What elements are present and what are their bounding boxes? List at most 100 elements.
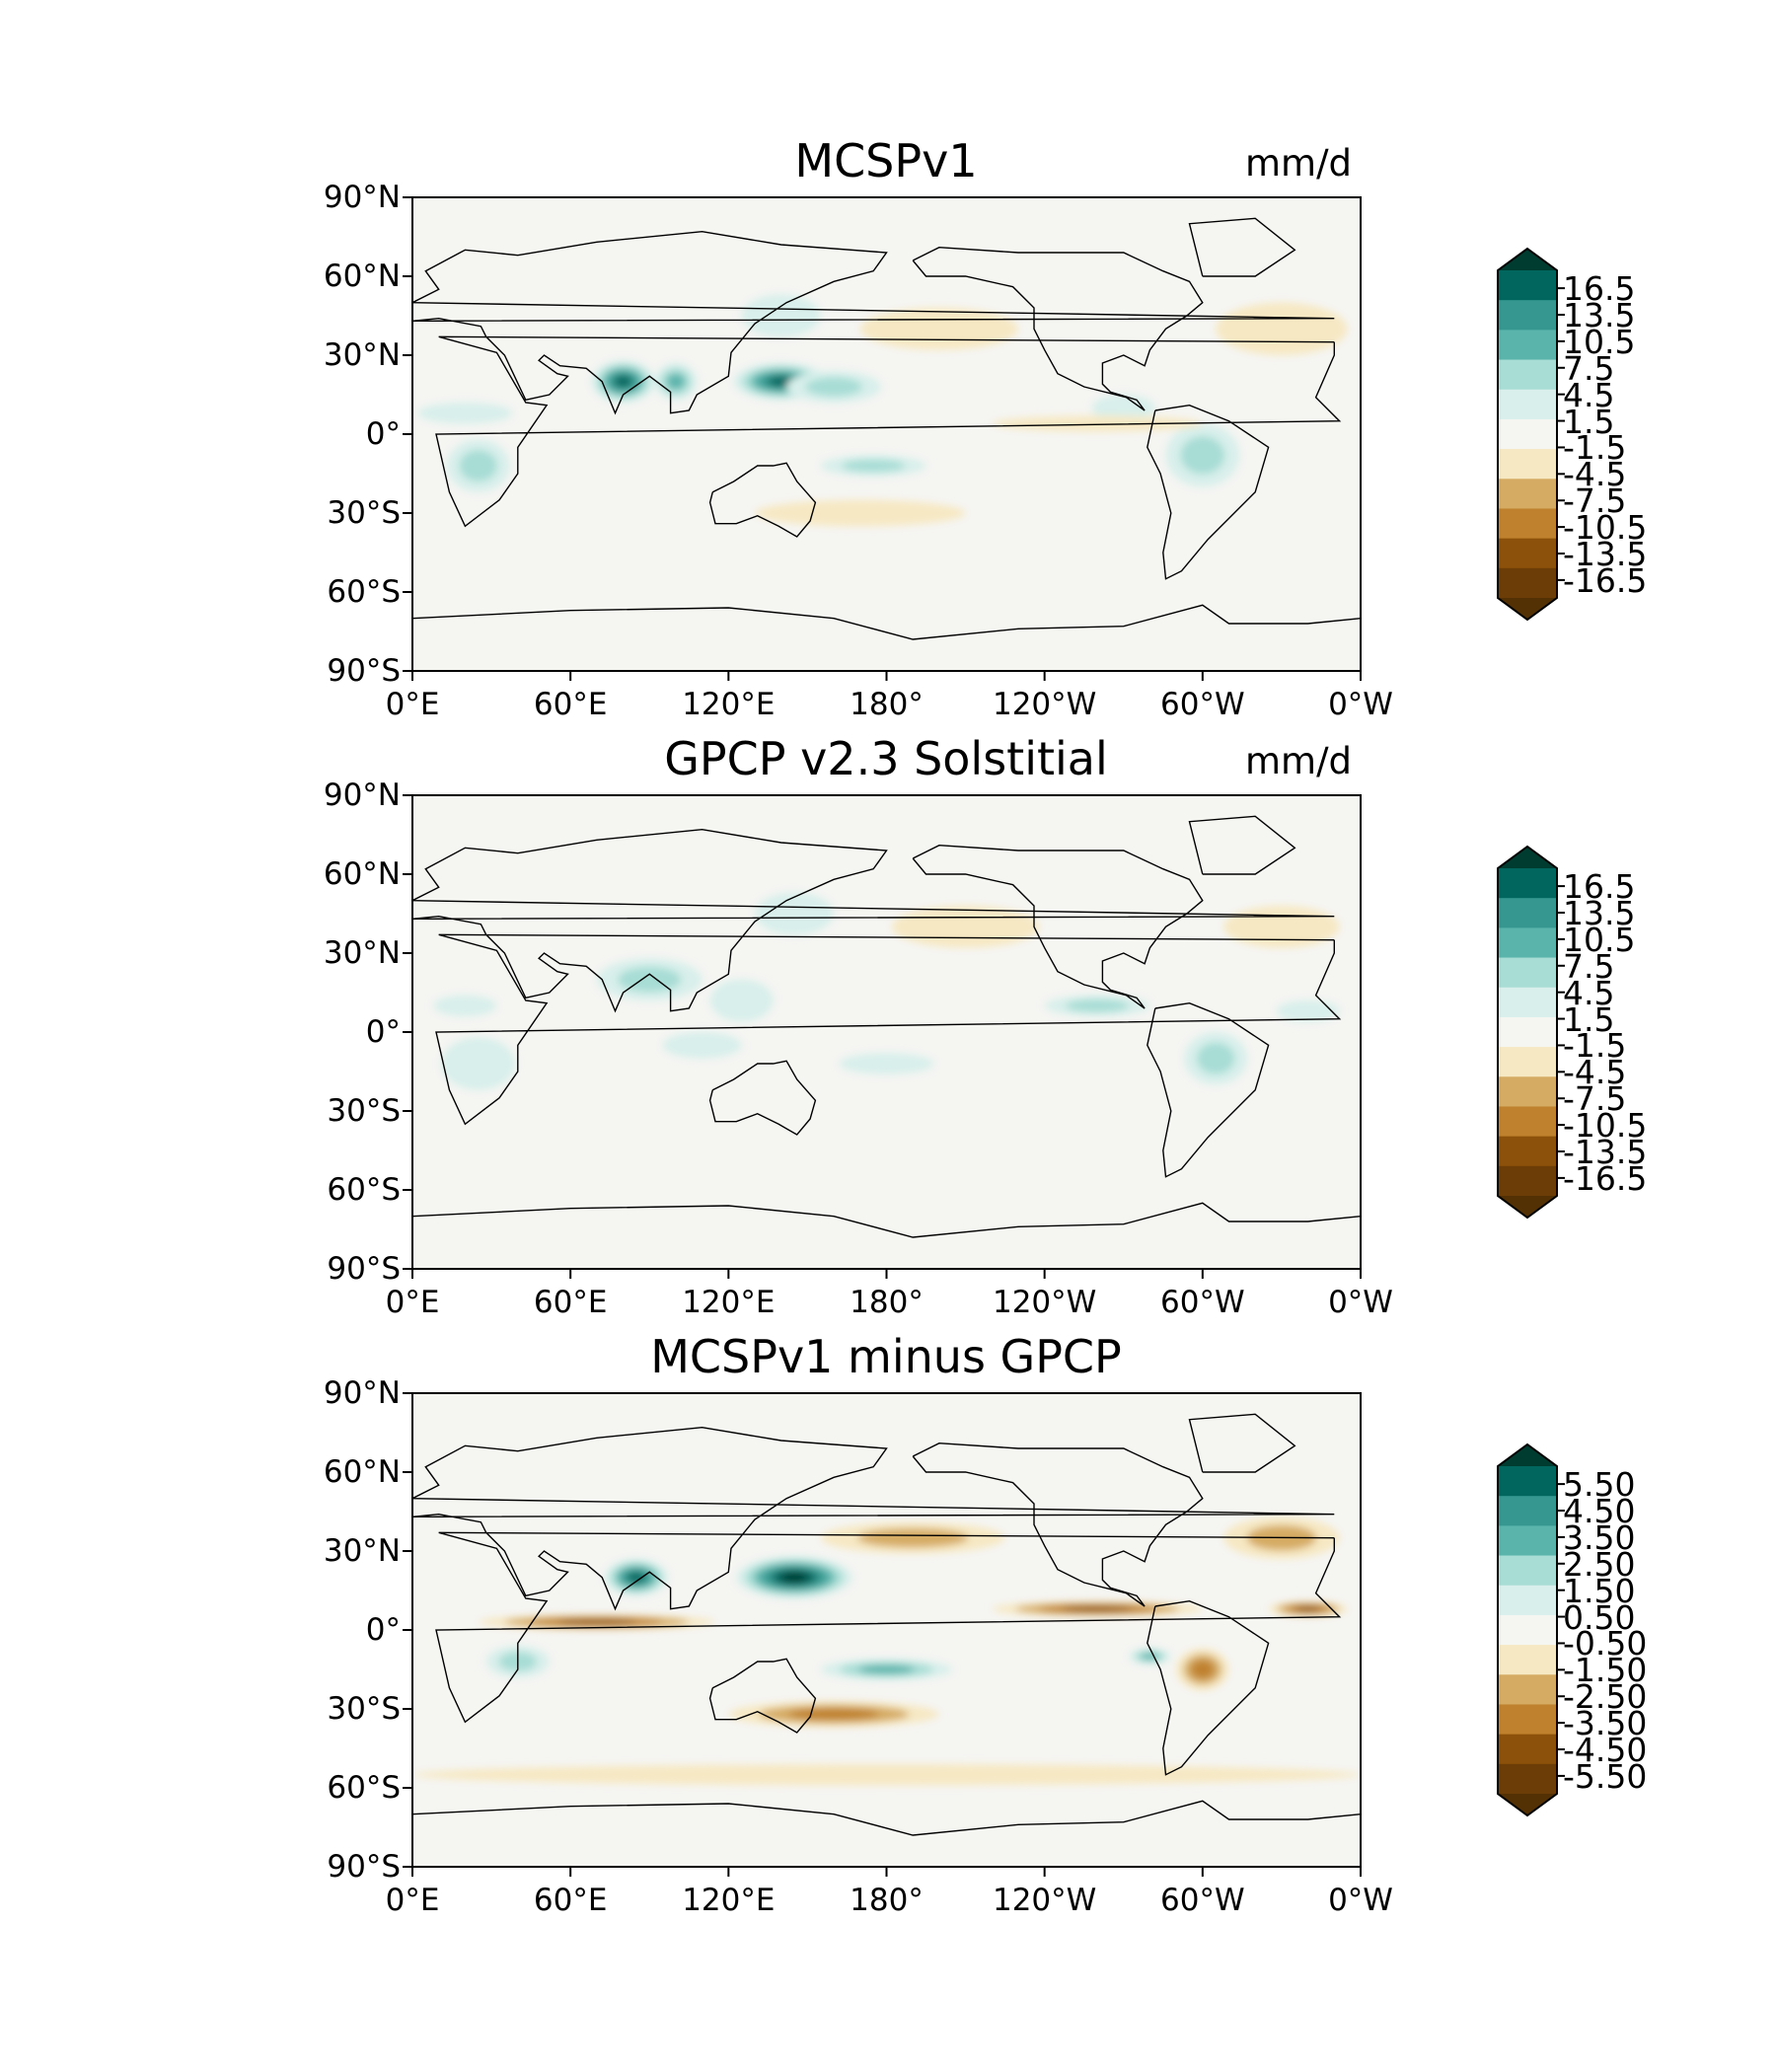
coastline [435, 1531, 1342, 1724]
precip-blob [1276, 999, 1340, 1022]
colorbar-segment [1498, 479, 1557, 509]
coastline [1147, 1599, 1270, 1776]
colorbar-label: -4.50 [1563, 1731, 1648, 1769]
precip-blob [755, 892, 835, 935]
x-tick-label: 0°E [385, 1285, 440, 1320]
x-tick-label: 60°W [1160, 1285, 1245, 1320]
coastline [1188, 815, 1296, 875]
precip-blob [1191, 1660, 1215, 1679]
colorbar-segment [1498, 898, 1557, 928]
x-tick-label: 0°W [1328, 1285, 1393, 1320]
y-tick-label: 0° [365, 416, 401, 452]
colorbar-extend-min [1498, 1794, 1557, 1815]
x-tick-label: 60°E [533, 1883, 608, 1918]
colorbar-label: -1.5 [1563, 1026, 1627, 1066]
colorbar-label: -4.5 [1563, 455, 1627, 494]
y-tick-label: 90°N [323, 180, 401, 215]
colorbar-label: 7.5 [1563, 348, 1615, 388]
map-background [412, 795, 1361, 1269]
y-tick-label: 90°S [327, 653, 401, 689]
coastline [1147, 1001, 1270, 1178]
colorbar-segment [1498, 1076, 1557, 1107]
coastline [412, 604, 1361, 640]
x-tick-label: 120°W [992, 1883, 1097, 1918]
colorbar-outline [1497, 845, 1558, 1220]
y-tick-label: 90°N [323, 777, 401, 813]
precip-blob [891, 906, 1040, 948]
y-tick-label: 60°N [323, 856, 401, 892]
y-tick-label: 60°S [327, 574, 401, 610]
x-tick-label: 180° [850, 1883, 924, 1918]
colorbar-label: -4.5 [1563, 1053, 1627, 1092]
colorbar-label: -2.50 [1563, 1677, 1648, 1717]
precip-field [417, 294, 1348, 527]
map-background [412, 1393, 1361, 1867]
colorbar-extend-max [1498, 249, 1557, 270]
colorbar-segment [1498, 1106, 1557, 1138]
y-tick-label: 90°S [327, 1251, 401, 1287]
colorbar-label: 2.50 [1563, 1544, 1636, 1584]
colorbar-segment [1498, 1614, 1557, 1646]
precip-blob [459, 450, 497, 481]
precip-blob [614, 375, 632, 388]
colorbar-label: 16.5 [1563, 867, 1636, 907]
colorbar-label: 4.5 [1563, 973, 1615, 1012]
colorbar-segment [1498, 1525, 1557, 1557]
coastline [912, 246, 1204, 411]
precip-blob [1295, 1606, 1321, 1612]
panel-units: mm/d [1245, 142, 1353, 185]
y-tick-label: 0° [365, 1612, 401, 1648]
colorbar-segment [1498, 1555, 1557, 1587]
y-tick-label: 30°S [327, 1691, 401, 1727]
y-tick-label: 60°S [327, 1172, 401, 1208]
colorbar-label: 10.5 [1563, 322, 1636, 361]
colorbar-label: 1.50 [1563, 1571, 1636, 1610]
colorbar-outline [1497, 247, 1558, 622]
colorbar-label: 13.5 [1563, 295, 1636, 334]
colorbar-segment [1498, 1016, 1557, 1048]
precip-blob [556, 1619, 636, 1625]
colorbar-label: -13.5 [1563, 1133, 1648, 1171]
colorbar-segment [1498, 1704, 1557, 1736]
coastlines [412, 1413, 1361, 1836]
precip-blob [666, 373, 686, 390]
map-panel-3 [403, 1392, 1362, 1877]
colorbar-segment [1498, 987, 1557, 1018]
y-tick-label: 30°N [323, 935, 401, 971]
coastline [412, 1426, 1335, 1611]
colorbar-label: -7.5 [1563, 481, 1627, 521]
colorbar-label: -16.5 [1563, 1158, 1648, 1198]
colorbar-label: 10.5 [1563, 920, 1636, 959]
colorbar-segment [1498, 1585, 1557, 1616]
x-tick-label: 180° [850, 1285, 924, 1320]
colorbar-label: 1.5 [1563, 402, 1615, 441]
coastlines [412, 815, 1361, 1238]
colorbar-segment [1498, 1165, 1557, 1197]
colorbar-segment [1498, 1047, 1557, 1077]
coastline [912, 844, 1204, 1009]
colorbar-label: -1.50 [1563, 1651, 1648, 1690]
x-tick-label: 120°E [682, 1285, 776, 1320]
colorbar-outline [1497, 1443, 1558, 1817]
precip-blob [839, 1053, 934, 1074]
map-panel-2 [403, 794, 1362, 1279]
y-tick-label: 60°S [327, 1770, 401, 1806]
precip-blob [1066, 999, 1130, 1012]
precip-blob [1062, 1606, 1133, 1612]
colorbar-segment [1498, 927, 1557, 959]
precip-blob [1180, 436, 1225, 475]
colorbar-1 [1497, 247, 1565, 622]
colorbar-label: -3.50 [1563, 1704, 1648, 1743]
y-tick-label: 30°S [327, 495, 401, 531]
colorbar-label: -5.50 [1563, 1756, 1648, 1796]
precip-blob [628, 1572, 645, 1583]
colorbar-segment [1498, 1734, 1557, 1765]
precip-blob [1091, 395, 1155, 421]
precip-blob [412, 1764, 1361, 1786]
colorbar-segment [1498, 1136, 1557, 1167]
colorbar-label: 7.5 [1563, 946, 1615, 986]
coastline [412, 230, 1335, 415]
x-tick-label: 0°W [1328, 1883, 1393, 1918]
panel-units: mm/d [1245, 740, 1353, 782]
x-tick-label: 60°E [533, 687, 608, 722]
